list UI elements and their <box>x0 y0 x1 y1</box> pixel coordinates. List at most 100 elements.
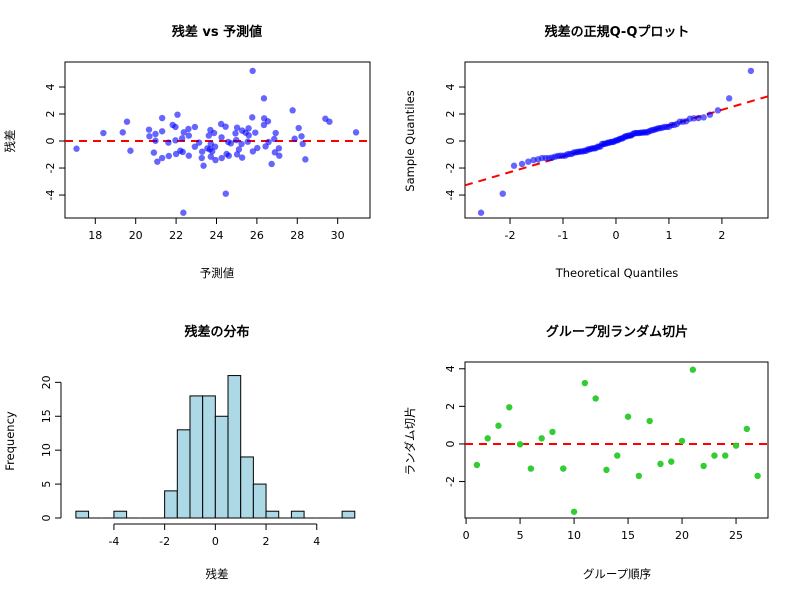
qq-point <box>695 114 702 122</box>
histogram-bar <box>227 375 242 519</box>
panel4-y-tick-label: 0 <box>444 440 457 447</box>
residual-point <box>289 107 296 114</box>
histogram-bar <box>252 483 267 519</box>
residual-point <box>146 133 153 140</box>
random-intercept-point <box>678 437 686 445</box>
residual-point <box>158 154 166 162</box>
residual-point <box>275 145 283 152</box>
panel2-ylabel: Sample Quantiles <box>403 90 417 191</box>
panel3-ylabel: Frequency <box>3 411 17 471</box>
panel3-y-tick-label: 20 <box>40 375 53 389</box>
panel1-xlabel: 予測値 <box>200 266 235 280</box>
panel3-x-tick-label: -2 <box>159 535 170 548</box>
random-intercept-point <box>581 379 589 387</box>
residual-point <box>262 143 269 150</box>
residual-point <box>185 152 193 159</box>
histogram-bar <box>113 510 128 519</box>
residual-point <box>232 130 239 137</box>
panel1-y-tick-label: 4 <box>44 83 57 90</box>
panel3-x-tick-label: 0 <box>212 535 219 548</box>
panel3-y-tick-label: 5 <box>40 481 53 488</box>
qq-point <box>706 111 714 118</box>
residual-point <box>154 158 161 165</box>
qq-point <box>725 95 733 102</box>
panel4-title: グループ別ランダム切片 <box>546 324 688 340</box>
random-intercept-point <box>592 395 599 402</box>
random-intercept-point <box>732 442 740 449</box>
panel1-y-tick-label: 2 <box>44 111 57 118</box>
residual-point <box>223 150 230 158</box>
qq-point <box>690 115 698 122</box>
panel2-x-tick-label: -1 <box>558 229 569 242</box>
residual-point <box>227 140 235 147</box>
residual-point <box>298 133 305 140</box>
qq-point <box>700 114 707 121</box>
random-intercept-point <box>635 472 643 480</box>
residual-point <box>180 209 187 216</box>
residual-point <box>260 95 268 102</box>
residual-point <box>252 129 259 136</box>
random-intercept-point <box>689 366 697 373</box>
random-intercept-point <box>484 435 491 442</box>
qq-point <box>518 160 526 168</box>
residual-point <box>291 135 298 142</box>
residual-point <box>119 129 126 136</box>
panel2-x-tick-label: 2 <box>718 229 725 242</box>
panel3-xlabel: 残差 <box>206 567 229 581</box>
residual-point <box>191 143 199 150</box>
random-intercept-point <box>527 465 535 472</box>
panel4-x-tick-label: 20 <box>675 529 689 542</box>
residual-point <box>200 162 207 169</box>
panel1-x-tick-label: 30 <box>331 229 345 242</box>
qq-point <box>525 158 532 165</box>
panel4-y-tick-label: 4 <box>444 365 457 372</box>
residual-point <box>180 129 187 136</box>
residual-point <box>264 118 272 125</box>
panel3-x-tick-label: 2 <box>263 535 270 548</box>
residual-point <box>276 152 283 159</box>
residual-point <box>299 140 306 148</box>
panel1-x-tick-label: 26 <box>250 229 264 242</box>
residual-point <box>198 148 206 155</box>
residual-point <box>198 154 205 162</box>
panel4-x-tick-label: 5 <box>517 529 524 542</box>
panel1-x-tick-label: 28 <box>290 229 304 242</box>
panel3-y-tick-label: 0 <box>40 515 53 522</box>
panel4-x-tick-label: 25 <box>729 529 743 542</box>
panel1-x-tick-label: 20 <box>129 229 143 242</box>
residual-point <box>271 135 278 143</box>
panel3-x-tick-label: -4 <box>108 535 119 548</box>
histogram-bar <box>164 490 178 519</box>
panel4-y-tick-label: -2 <box>444 476 457 487</box>
qq-point <box>714 107 722 114</box>
residual-point <box>206 146 214 153</box>
histogram-bar <box>75 510 90 519</box>
residual-point <box>271 149 279 156</box>
residual-point <box>191 123 199 131</box>
panel4-plot-box <box>464 361 769 519</box>
panel2-y-tick-label: -4 <box>444 190 457 201</box>
residual-point <box>268 160 275 168</box>
random-intercept-point <box>560 465 567 472</box>
residual-point <box>235 146 243 153</box>
histogram-bar <box>189 395 204 519</box>
residual-point <box>233 124 241 131</box>
residual-point <box>205 132 213 139</box>
residual-point <box>152 130 159 138</box>
panel4-x-tick-label: 10 <box>567 529 581 542</box>
residual-point <box>249 67 256 75</box>
residual-point <box>172 123 179 131</box>
residual-point <box>195 139 203 146</box>
residual-point <box>233 136 240 144</box>
residual-point <box>238 154 246 161</box>
panel1-x-tick-label: 24 <box>209 229 223 242</box>
residual-point <box>145 126 153 133</box>
residual-point <box>127 147 134 154</box>
qq-point <box>747 67 755 75</box>
residual-point <box>150 149 158 156</box>
residual-point <box>165 139 172 146</box>
random-intercept-point <box>516 441 524 448</box>
random-intercept-point <box>473 461 481 469</box>
random-intercept-point <box>743 425 751 433</box>
panel1-ylabel: 残差 <box>3 130 17 153</box>
